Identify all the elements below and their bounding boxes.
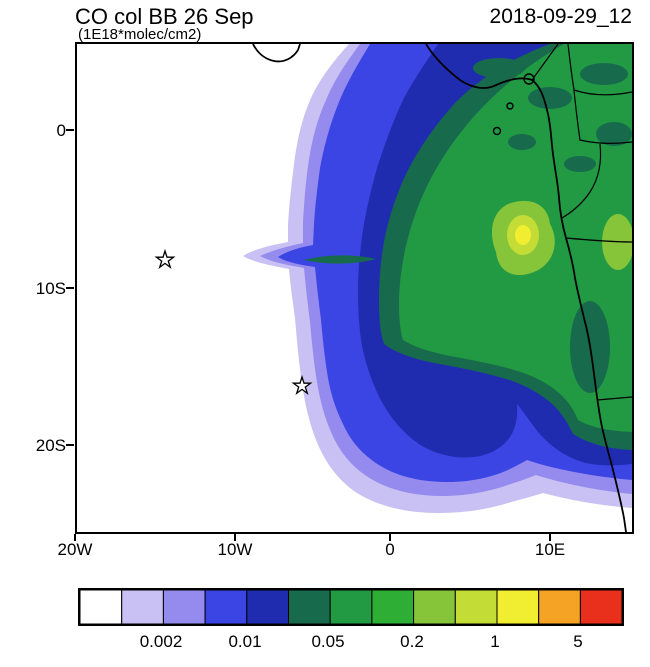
colorbar-cell [80,590,123,624]
x-axis-tick-label: 10W [217,540,253,559]
coastline-north [252,44,301,63]
x-axis-tick [234,534,236,541]
island [523,73,535,85]
colorbar-tick-label: 1 [490,632,500,651]
colorbar-tick-label: 0.01 [228,632,262,651]
island [492,126,502,136]
colorbar-cell [246,590,290,624]
colorbar-cell [329,590,373,624]
map-plot [75,42,634,534]
colorbar-cell [579,590,622,624]
coastline [425,44,627,532]
y-axis-tick [66,444,74,446]
high-value-patches [492,200,632,276]
darkgreen-patch [596,122,632,146]
colorbar-cell [538,590,581,624]
star-marker [291,374,313,396]
colorbar-cell [371,590,415,624]
yellow-core [515,225,531,245]
contour-map [77,44,632,532]
island [506,102,514,110]
darkgreen-patch [564,156,596,172]
colorbar-cell [121,590,164,624]
colorbar-tick-label: 0.05 [311,632,345,651]
colorbar-cell [413,590,456,624]
colorbar-cells [78,588,624,626]
colorbar-cell [496,590,540,624]
y-axis-tick [66,287,74,289]
units-label: (1E18*molec/cm2) [78,26,202,43]
colorbar-tick-label: 0.002 [139,632,183,651]
y-axis-tick [66,129,74,131]
colorbar-tick-label: 5 [573,632,583,651]
islands [492,73,535,136]
x-axis-tick-label: 0 [385,540,395,559]
colorbar-cell [288,590,331,624]
darkgreen-patch [473,58,525,78]
y-axis-tick-label: 20S [35,436,66,455]
x-axis-tick-label: 10E [534,540,566,559]
colorbar-tick-label: 0.2 [400,632,424,651]
country-borders [531,44,632,401]
x-axis-tick [549,534,551,541]
y-axis-tick-label: 10S [35,279,66,298]
darkgreen-patch [508,134,536,150]
star-marker [154,248,176,270]
colorbar-svg [80,590,622,624]
x-axis-tick-label: 20W [57,540,93,559]
darkgreen-patch [528,87,572,109]
colorbar: 0.002 0.01 0.05 0.2 1 5 [78,588,624,651]
star-markers [154,248,313,396]
darkgreen-finger-streak [304,255,376,264]
x-axis-tick [389,534,391,541]
colorbar-cell [454,590,498,624]
map-title: CO col BB 26 Sep [75,4,254,29]
colorbar-cell [204,590,248,624]
timestamp-label: 2018-09-29_12 [489,5,632,28]
darkgreen-patch [580,63,628,85]
x-axis-tick [74,534,76,541]
y-axis-tick-label: 0 [56,121,66,140]
colorbar-cell [162,590,206,624]
